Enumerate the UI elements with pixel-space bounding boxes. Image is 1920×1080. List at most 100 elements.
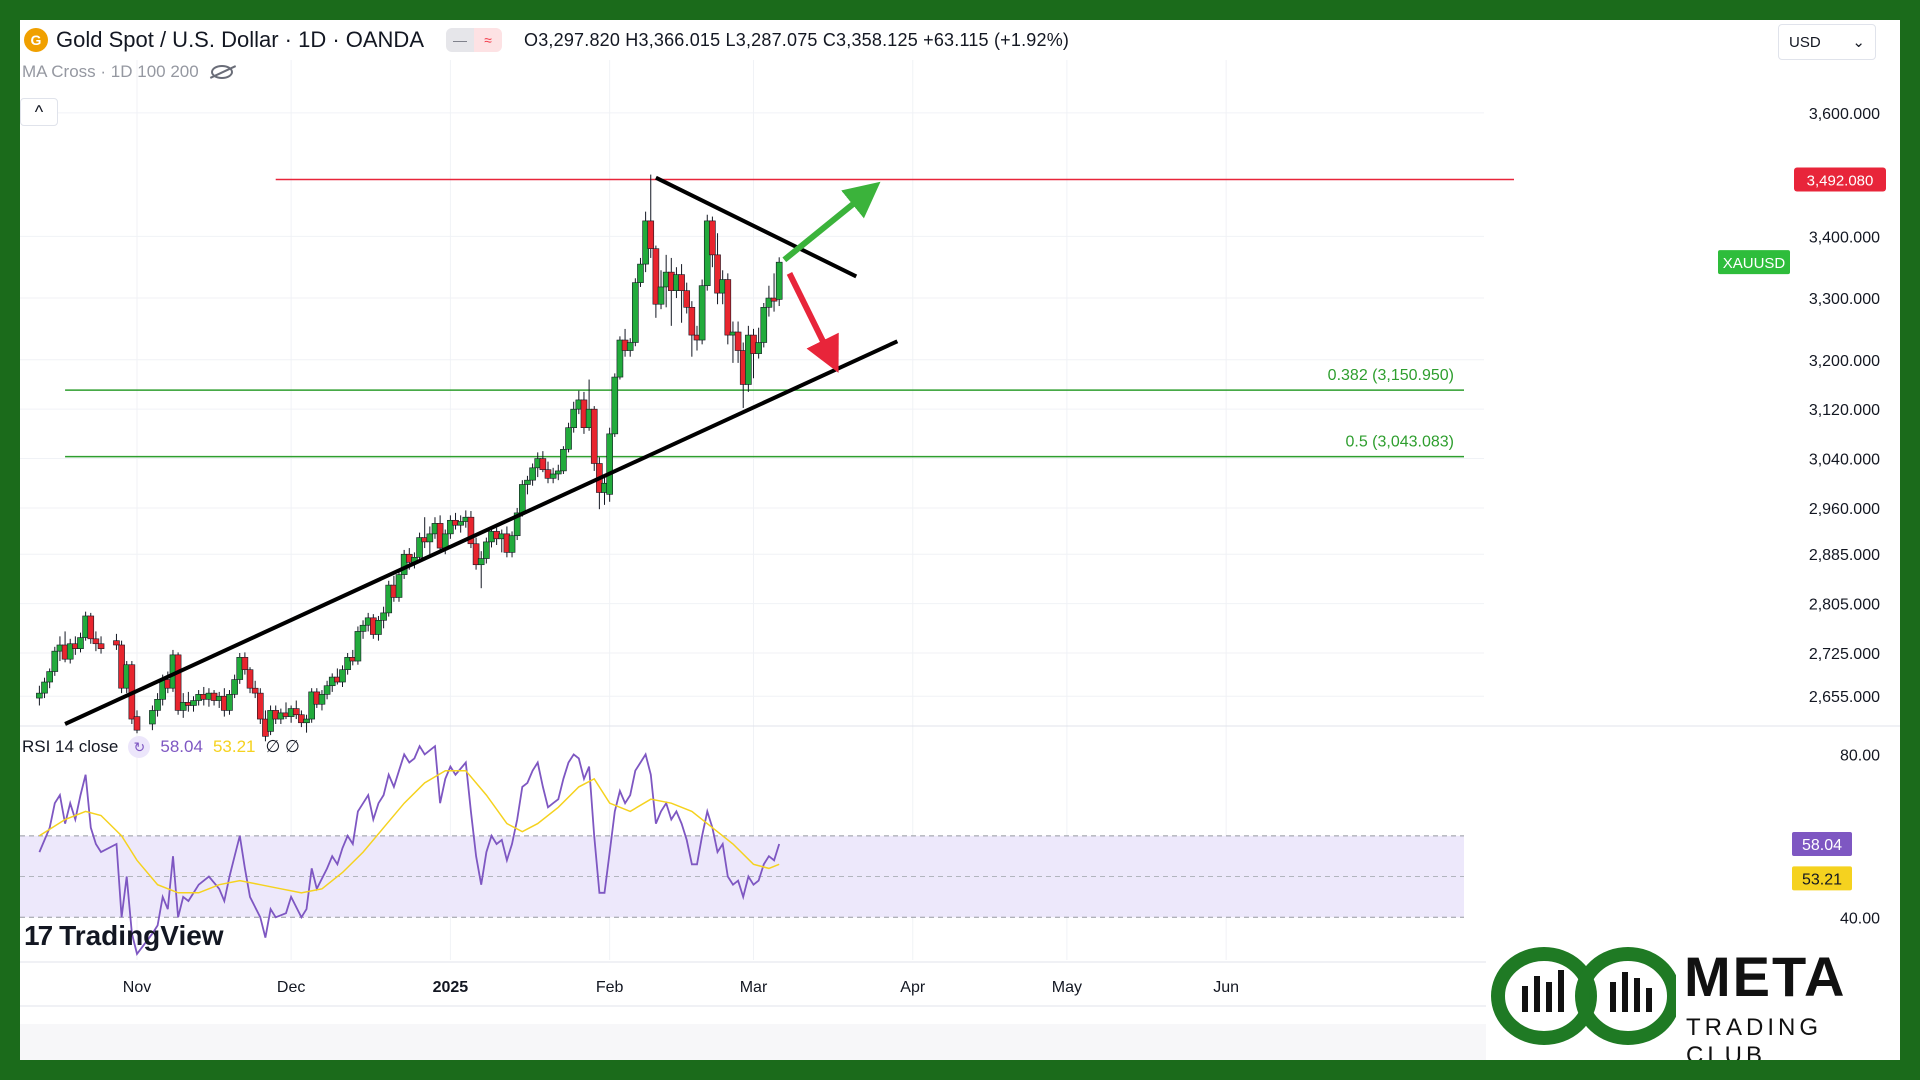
candle-body[interactable] [426, 533, 434, 543]
candle-body[interactable] [714, 254, 721, 294]
rsi-axis-tick: 80.00 [1840, 747, 1880, 764]
candle-body[interactable] [775, 261, 783, 300]
candle-body[interactable] [354, 631, 362, 662]
candle-body[interactable] [606, 433, 613, 495]
candle-body[interactable] [51, 650, 59, 672]
candle-body[interactable] [257, 692, 264, 720]
candle-body[interactable] [308, 691, 315, 720]
candle-body[interactable] [529, 467, 536, 481]
candle-body[interactable] [97, 643, 105, 649]
candle-body[interactable] [344, 657, 351, 670]
candle-body[interactable] [246, 669, 254, 689]
candle-body[interactable] [241, 657, 249, 670]
candle-body[interactable] [683, 290, 691, 308]
candle-body[interactable] [395, 574, 403, 598]
candle-body[interactable] [385, 584, 393, 614]
candle-body[interactable] [560, 448, 567, 472]
candle-body[interactable] [632, 282, 639, 343]
candle-body[interactable] [231, 679, 238, 695]
candle-body[interactable] [41, 681, 48, 694]
candle-body[interactable] [709, 220, 716, 256]
trendline[interactable] [64, 339, 899, 726]
candle-body[interactable] [447, 519, 454, 535]
candle-body[interactable] [513, 512, 521, 537]
candle-body[interactable] [87, 615, 95, 640]
candle-body[interactable] [626, 342, 634, 351]
candle-body[interactable] [174, 654, 182, 711]
candle-body[interactable] [375, 619, 382, 635]
candle-body[interactable] [46, 671, 53, 683]
candle-body[interactable] [745, 334, 752, 385]
collapse-legend-button[interactable]: ^ [20, 98, 58, 126]
green-arrow[interactable] [782, 181, 881, 263]
candle-body[interactable] [359, 624, 367, 632]
sync-icon[interactable]: ↻ [128, 736, 151, 758]
candle-body[interactable] [678, 274, 685, 291]
candle-body[interactable] [113, 640, 120, 646]
eye-hidden-icon[interactable] [210, 65, 233, 79]
candle-body[interactable] [519, 484, 526, 514]
currency-select[interactable]: USD ⌄ [1778, 24, 1876, 60]
candle-body[interactable] [724, 279, 732, 336]
candle-body[interactable] [190, 700, 197, 706]
candle-body[interactable] [524, 479, 531, 485]
candle-body[interactable] [303, 718, 310, 724]
candle-body[interactable] [755, 342, 762, 354]
candle-body[interactable] [154, 699, 161, 711]
candle-body[interactable] [339, 669, 346, 683]
candle-body[interactable] [539, 458, 547, 470]
candle-body[interactable] [416, 537, 423, 558]
wave-style-icon[interactable]: ≈ [474, 28, 502, 52]
candle-body[interactable] [565, 427, 572, 450]
candle-body[interactable] [267, 710, 274, 732]
indicator-legend-ma[interactable]: MA Cross · 1D 100 200 [22, 62, 233, 82]
line-style-icon[interactable]: — [446, 28, 474, 52]
candle-body[interactable] [508, 535, 516, 553]
candle-body[interactable] [149, 710, 156, 725]
candle-body[interactable] [66, 643, 74, 660]
candle-body[interactable] [292, 708, 300, 716]
candle-body[interactable] [477, 558, 485, 566]
candle-body[interactable] [760, 307, 768, 343]
candle-body[interactable] [652, 248, 660, 305]
chart-style-pill[interactable]: — ≈ [446, 28, 502, 52]
candle-body[interactable] [611, 376, 619, 435]
gold-coin-icon[interactable]: G [24, 28, 48, 52]
candle-body[interactable] [226, 694, 233, 711]
chart-canvas[interactable]: 3,492.080 0.382 (3,150.950) 0.5 (3,043.083… [20, 20, 1900, 1060]
candle-body[interactable] [92, 638, 100, 645]
candle-body[interactable] [441, 533, 449, 549]
candle-body[interactable] [36, 692, 43, 699]
candle-body[interactable] [472, 543, 480, 566]
candle-body[interactable] [554, 470, 562, 475]
candle-body[interactable] [698, 285, 706, 341]
candle-body[interactable] [549, 473, 557, 479]
rsi-ma-line[interactable] [38, 769, 780, 894]
candle-body[interactable] [323, 685, 331, 695]
candle-body[interactable] [133, 716, 141, 731]
candle-body[interactable] [400, 553, 408, 575]
candle-body[interactable] [647, 220, 655, 249]
candle-body[interactable] [298, 714, 305, 724]
candle-body[interactable] [77, 637, 84, 649]
candle-body[interactable] [637, 263, 644, 283]
candle-body[interactable] [483, 541, 490, 559]
red-arrow[interactable] [786, 272, 839, 373]
candle-body[interactable] [179, 702, 187, 711]
candle-body[interactable] [570, 408, 577, 428]
candle-body[interactable] [318, 694, 326, 705]
candle-body[interactable] [616, 339, 624, 378]
rsi-legend[interactable]: RSI 14 close ↻ 58.04 53.21 ∅ ∅ [22, 736, 300, 758]
candle-body[interactable] [251, 687, 259, 694]
candle-body[interactable] [765, 297, 773, 308]
candle-body[interactable] [688, 307, 696, 336]
candle-body[interactable] [380, 612, 387, 621]
candle-body[interactable] [467, 516, 475, 545]
candle-body[interactable] [734, 331, 742, 351]
trendline[interactable] [655, 175, 858, 279]
symbol-title[interactable]: Gold Spot / U.S. Dollar · 1D · OANDA [56, 27, 424, 52]
tradingview-logo[interactable]: 17 TradingView [24, 920, 224, 952]
candle-body[interactable] [590, 408, 598, 464]
candle-body[interactable] [657, 286, 665, 305]
candle-body[interactable] [457, 521, 464, 526]
